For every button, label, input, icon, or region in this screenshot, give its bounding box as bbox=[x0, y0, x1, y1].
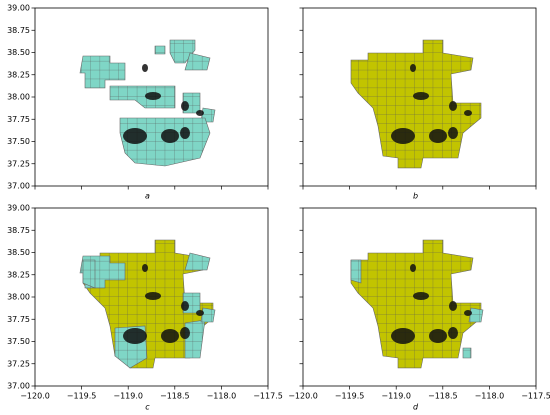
y-tick-label: 39.00 bbox=[7, 204, 30, 213]
x-tick-label: −120.0 bbox=[288, 392, 318, 401]
event-cluster bbox=[145, 92, 161, 100]
event-cluster bbox=[429, 129, 447, 143]
cell-cluster-grid bbox=[185, 53, 210, 70]
event-cluster bbox=[449, 101, 457, 111]
y-tick-label: 38.00 bbox=[7, 293, 30, 302]
x-tick-label: −119.0 bbox=[113, 392, 143, 401]
x-tick-label: −118.5 bbox=[160, 392, 190, 401]
panel-label: d bbox=[413, 403, 419, 412]
y-tick-label: 37.50 bbox=[7, 337, 30, 346]
cell-cluster-grid bbox=[463, 348, 471, 358]
y-tick-label: 37.75 bbox=[7, 115, 30, 124]
event-cluster bbox=[181, 101, 189, 111]
panel: −120.0 −119.5 −119.0 −118.5 −118.0 −117.5 d bbox=[288, 207, 550, 412]
panel: 37.00 37.25 37.50 37.75 38.00 38.25 38.50 38.75… bbox=[7, 4, 269, 201]
event-cluster bbox=[142, 264, 148, 272]
y-tick-label: 37.00 bbox=[7, 182, 30, 191]
event-cluster bbox=[410, 264, 416, 272]
cell-cluster-grid bbox=[83, 260, 95, 288]
event-cluster bbox=[448, 327, 458, 339]
coverage-region-grid bbox=[351, 40, 481, 168]
x-tick-label: −118.5 bbox=[428, 392, 458, 401]
y-tick-label: 38.75 bbox=[7, 226, 30, 235]
x-tick-label: −118.0 bbox=[475, 392, 505, 401]
event-cluster bbox=[180, 327, 190, 339]
cell-cluster-grid bbox=[469, 308, 483, 322]
y-tick-label: 38.75 bbox=[7, 26, 30, 35]
event-cluster bbox=[391, 128, 415, 144]
event-cluster bbox=[413, 92, 429, 100]
cell-cluster-grid bbox=[201, 308, 215, 322]
x-tick-label: −120.0 bbox=[20, 392, 50, 401]
panel-label: b bbox=[413, 192, 418, 201]
cell-cluster-grid bbox=[185, 253, 210, 270]
event-cluster bbox=[448, 127, 458, 139]
x-tick-label: −117.5 bbox=[253, 392, 283, 401]
event-cluster bbox=[391, 328, 415, 344]
y-tick-label: 37.75 bbox=[7, 315, 30, 324]
event-cluster bbox=[142, 64, 148, 72]
event-cluster bbox=[449, 301, 457, 311]
y-tick-label: 39.00 bbox=[7, 4, 30, 13]
event-cluster bbox=[464, 110, 472, 116]
x-tick-label: −118.0 bbox=[207, 392, 237, 401]
panel: −120.0 −119.5 −119.0 −118.5 −118.0 −117.5 37.0… bbox=[7, 204, 283, 412]
event-cluster bbox=[429, 329, 447, 343]
cell-cluster-grid bbox=[80, 56, 125, 88]
y-tick-label: 37.50 bbox=[7, 137, 30, 146]
panel-label: c bbox=[145, 403, 150, 412]
event-cluster bbox=[145, 292, 161, 300]
y-tick-label: 38.25 bbox=[7, 270, 30, 279]
event-cluster bbox=[180, 127, 190, 139]
event-cluster bbox=[123, 328, 147, 344]
event-cluster bbox=[196, 310, 204, 316]
y-tick-label: 37.25 bbox=[7, 359, 30, 368]
event-cluster bbox=[123, 128, 147, 144]
x-tick-label: −119.5 bbox=[335, 392, 365, 401]
cell-cluster-grid bbox=[155, 46, 165, 54]
event-cluster bbox=[181, 301, 189, 311]
event-cluster bbox=[161, 129, 179, 143]
event-cluster bbox=[464, 310, 472, 316]
y-tick-label: 38.50 bbox=[7, 248, 30, 257]
event-cluster bbox=[410, 64, 416, 72]
cell-cluster-grid bbox=[110, 86, 175, 108]
event-cluster bbox=[413, 292, 429, 300]
y-tick-label: 37.25 bbox=[7, 159, 30, 168]
panel-label: a bbox=[145, 192, 150, 201]
event-cluster bbox=[161, 329, 179, 343]
event-cluster bbox=[196, 110, 204, 116]
y-tick-label: 38.00 bbox=[7, 93, 30, 102]
x-tick-label: −119.5 bbox=[67, 392, 97, 401]
coverage-region-grid bbox=[351, 240, 481, 368]
x-tick-label: −117.5 bbox=[521, 392, 550, 401]
y-tick-label: 38.25 bbox=[7, 70, 30, 79]
x-tick-label: −119.0 bbox=[381, 392, 411, 401]
cell-cluster-grid bbox=[351, 260, 361, 283]
y-tick-label: 37.00 bbox=[7, 382, 30, 391]
cell-cluster-grid bbox=[185, 320, 205, 358]
panel: b bbox=[299, 7, 537, 201]
y-tick-label: 38.50 bbox=[7, 48, 30, 57]
